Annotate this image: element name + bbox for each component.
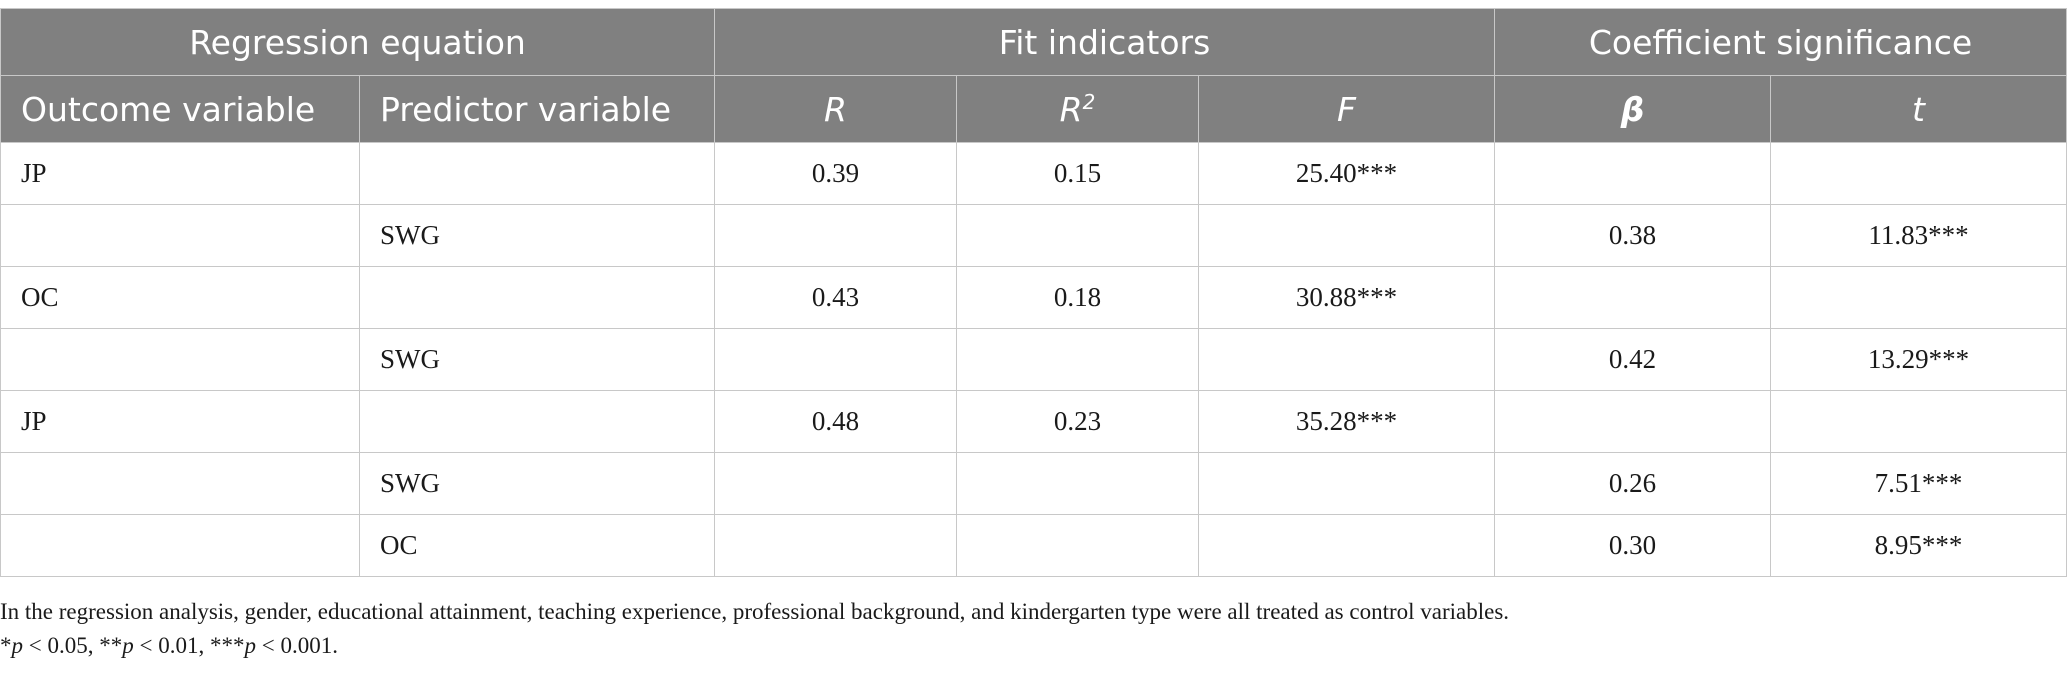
table-row: SWG 0.38 11.83***: [0, 204, 2068, 267]
cell-r: 0.43: [714, 266, 957, 329]
cell-outcome: [0, 514, 360, 577]
table-body: JP 0.39 0.15 25.40*** SWG 0.38 11.83*** …: [0, 142, 2068, 577]
cell-r: 0.39: [714, 142, 957, 205]
cell-r: [714, 328, 957, 391]
cell-predictor: SWG: [359, 204, 715, 267]
cell-outcome: [0, 452, 360, 515]
regression-table-container: Regression equation Fit indicators Coeff…: [0, 8, 2068, 577]
cell-beta: 0.30: [1494, 514, 1772, 577]
cell-t: 13.29***: [1770, 328, 2068, 391]
cell-predictor: [359, 142, 715, 205]
cell-t: [1770, 266, 2068, 329]
cell-r: [714, 514, 957, 577]
p-symbol: p: [11, 633, 24, 658]
table-row: JP 0.48 0.23 35.28***: [0, 390, 2068, 453]
p-symbol: p: [122, 633, 134, 658]
t-symbol: t: [1912, 89, 1925, 129]
beta-symbol: β: [1620, 89, 1645, 129]
cell-predictor: SWG: [359, 452, 715, 515]
table-row: SWG 0.26 7.51***: [0, 452, 2068, 515]
cell-t: [1770, 142, 2068, 205]
cell-r2: 0.15: [956, 142, 1199, 205]
r-symbol: R: [824, 89, 847, 129]
cell-outcome: JP: [0, 390, 360, 453]
table-row: OC 0.30 8.95***: [0, 514, 2068, 577]
regression-table: Regression equation Fit indicators Coeff…: [0, 8, 2068, 577]
sig-star-1: *: [0, 633, 12, 658]
cell-outcome: JP: [0, 142, 360, 205]
cell-r2: [956, 514, 1199, 577]
cell-beta: 0.26: [1494, 452, 1772, 515]
p-symbol: p: [244, 633, 256, 658]
cell-outcome: OC: [0, 266, 360, 329]
r2-symbol: R: [1059, 89, 1083, 129]
cell-predictor: [359, 390, 715, 453]
table-row: SWG 0.42 13.29***: [0, 328, 2068, 391]
cell-outcome: [0, 204, 360, 267]
column-header-r: R: [714, 75, 957, 143]
sig-threshold-3: < 0.001.: [255, 633, 338, 658]
group-header-fit-indicators: Fit indicators: [713, 8, 1496, 76]
column-header-row: Outcome variable Predictor variable R R2…: [0, 75, 2068, 143]
cell-f: 25.40***: [1197, 142, 1496, 205]
column-header-f: F: [1197, 75, 1496, 143]
cell-r2: [956, 452, 1199, 515]
cell-f: 35.28***: [1197, 390, 1496, 453]
cell-beta: [1494, 142, 1772, 205]
sig-threshold-2: < 0.01, ***: [133, 633, 245, 658]
table-row: JP 0.39 0.15 25.40***: [0, 142, 2068, 205]
cell-predictor: OC: [359, 514, 715, 577]
cell-r2: 0.23: [956, 390, 1199, 453]
cell-t: 11.83***: [1770, 204, 2068, 267]
cell-t: 7.51***: [1770, 452, 2068, 515]
cell-f: [1197, 452, 1496, 515]
cell-t: 8.95***: [1770, 514, 2068, 577]
sig-threshold-1: < 0.05, **: [23, 633, 123, 658]
cell-beta: [1494, 266, 1772, 329]
significance-note: *p < 0.05, **p < 0.01, ***p < 0.001.: [0, 629, 1509, 663]
cell-f: 30.88***: [1197, 266, 1496, 329]
cell-f: [1197, 514, 1496, 577]
cell-beta: 0.38: [1494, 204, 1772, 267]
r2-superscript: 2: [1082, 89, 1096, 114]
cell-beta: 0.42: [1494, 328, 1772, 391]
cell-predictor: SWG: [359, 328, 715, 391]
control-variables-note: In the regression analysis, gender, educ…: [0, 599, 1510, 624]
cell-r2: 0.18: [956, 266, 1199, 329]
f-symbol: F: [1337, 89, 1356, 129]
cell-r: 0.48: [714, 390, 957, 453]
table-row: OC 0.43 0.18 30.88***: [0, 266, 2068, 329]
cell-r: [714, 452, 957, 515]
column-header-beta: β: [1494, 75, 1772, 143]
group-header-row: Regression equation Fit indicators Coeff…: [0, 8, 2068, 76]
cell-r2: [956, 328, 1199, 391]
cell-predictor: [359, 266, 715, 329]
cell-outcome: [0, 328, 360, 391]
cell-t: [1770, 390, 2068, 453]
cell-r: [714, 204, 957, 267]
column-header-outcome-variable: Outcome variable: [0, 75, 360, 143]
group-header-regression-equation: Regression equation: [0, 8, 715, 76]
column-header-r-squared: R2: [956, 75, 1199, 143]
column-header-predictor-variable: Predictor variable: [359, 75, 715, 143]
cell-beta: [1494, 390, 1772, 453]
cell-f: [1197, 328, 1496, 391]
cell-r2: [956, 204, 1199, 267]
table-header: Regression equation Fit indicators Coeff…: [0, 8, 2068, 143]
table-notes: In the regression analysis, gender, educ…: [0, 595, 1509, 663]
cell-f: [1197, 204, 1496, 267]
group-header-coefficient-significance: Coefficient significance: [1494, 8, 2068, 76]
column-header-t: t: [1770, 75, 2068, 143]
